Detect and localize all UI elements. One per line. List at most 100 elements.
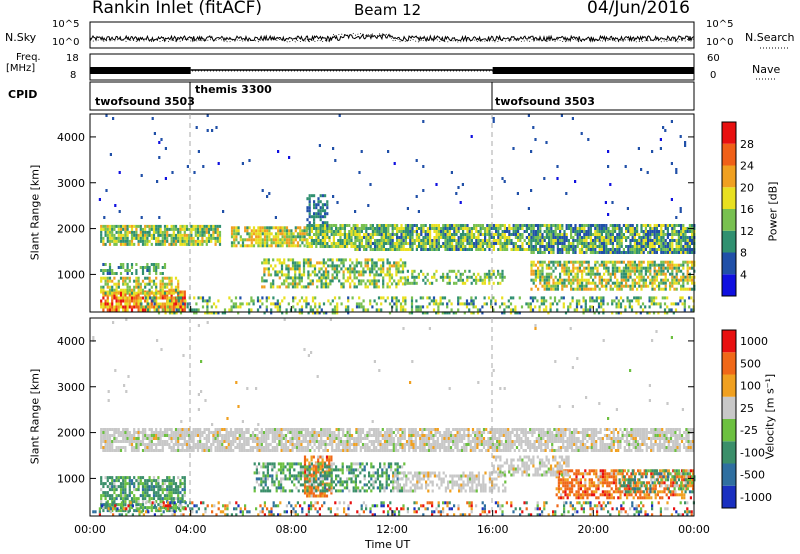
power-cell-b8: [644, 248, 647, 251]
nave-tick-top: 60: [707, 53, 720, 64]
power-cell-b7: [499, 233, 502, 236]
power-cell-b11: [677, 269, 680, 273]
power-cell-b4: [233, 241, 236, 245]
power-cell-b11: [548, 260, 551, 264]
power-cell-b12: [503, 311, 506, 315]
velocity-cell-b0: [104, 443, 107, 446]
power-cell-b7: [462, 248, 465, 251]
power-cell-b7: [468, 248, 471, 251]
velocity-cell-b0: [375, 446, 378, 449]
power-cell-b11: [682, 266, 685, 270]
velocity-cell-b0: [392, 431, 395, 434]
power-cell-b11: [609, 284, 612, 288]
power-cell-b9: [364, 285, 367, 289]
power-cell-b8: [581, 248, 584, 251]
power-cell-b9: [294, 285, 297, 289]
power-cell-b8: [570, 242, 573, 245]
power-cell-b5: [317, 227, 320, 230]
power-cell-b12: [395, 302, 398, 306]
power-cell-b8: [675, 251, 678, 254]
power-cell-b10: [422, 272, 425, 276]
power-cell-b0: [108, 233, 112, 237]
power-cell-b3: [146, 263, 149, 266]
power-cell-b13: [109, 153, 112, 156]
velocity-cell-b0: [152, 431, 156, 434]
velocity-cell-b0: [199, 431, 202, 434]
velocity-cell-b0: [221, 440, 224, 443]
power-cell-b9: [335, 276, 339, 280]
power-cell-b11: [550, 266, 553, 270]
power-cell-b7: [525, 248, 528, 251]
power-cell-b9: [320, 273, 323, 277]
power-cell-b10: [492, 272, 495, 276]
power-cell-b7: [374, 227, 377, 230]
power-cell-b12: [435, 302, 438, 306]
power-cell-b7: [420, 239, 423, 242]
power-cell-b8: [618, 236, 621, 239]
power-cell-b4: [290, 241, 293, 245]
power-cell-b7: [369, 242, 372, 245]
power-cell-b7: [495, 239, 498, 242]
velocity-cell-b0: [183, 440, 186, 443]
power-cell-b4: [230, 241, 234, 245]
power-cell-b7: [431, 248, 434, 251]
velocity-cell-b0: [163, 434, 167, 437]
power-cell-b3: [115, 272, 118, 275]
power-cell-b4: [303, 238, 306, 242]
power-cell-b8: [651, 227, 654, 230]
power-cell-b8: [636, 224, 639, 227]
power-cell-b0: [210, 239, 213, 243]
power-cell-b7: [378, 230, 381, 233]
power-cell-b7: [514, 248, 517, 251]
velocity-cell-b0: [322, 443, 325, 446]
power-cell-b9: [298, 267, 301, 271]
power-cell-b0: [161, 236, 164, 240]
velocity-cell-b0: [273, 449, 277, 452]
power-cell-b12: [564, 311, 568, 315]
power-cell-b1: [135, 305, 138, 309]
velocity-cell-b0: [346, 434, 349, 437]
velocity-cell-b0: [133, 446, 136, 449]
velocity-cell-b0: [203, 437, 206, 440]
power-cell-b7: [510, 239, 513, 242]
power-cell-b12: [465, 305, 469, 309]
power-cell-b12: [230, 299, 233, 303]
power-cell-b3: [111, 272, 114, 275]
power-cell-b7: [429, 236, 432, 239]
power-cell-b7: [488, 242, 491, 245]
power-cell-b9: [388, 264, 391, 268]
power-cell-b13: [103, 216, 106, 219]
power-cell-b3: [102, 272, 105, 275]
power-cell-b9: [362, 273, 365, 277]
power-cell-b8: [534, 233, 537, 236]
power-cell-b3: [102, 269, 105, 272]
power-cell-b7: [415, 236, 418, 239]
velocity-cell-b0: [108, 434, 112, 437]
power-cell-b7: [455, 239, 458, 242]
velocity-cell-b0: [348, 428, 351, 431]
power-cell-b12: [384, 299, 387, 303]
power-cell-b0: [166, 233, 169, 237]
velocity-cell-b0: [223, 434, 226, 437]
velocity-cell-b0: [225, 428, 228, 431]
power-cell-b0: [111, 227, 114, 231]
velocity-cell-b0: [100, 431, 103, 434]
power-cell-b8: [534, 242, 537, 245]
power-cell-b12: [562, 305, 565, 309]
power-cell-b1: [108, 302, 112, 306]
power-cell-b11: [671, 263, 674, 267]
power-cell-b8: [664, 251, 667, 254]
power-cell-b0: [183, 242, 186, 246]
power-cell-b13: [670, 120, 673, 123]
power-cell-b12: [318, 311, 321, 315]
power-cell-b8: [548, 230, 551, 233]
power-cell-b12: [250, 308, 253, 312]
power-cell-b11: [631, 284, 634, 288]
power-cell-b9: [311, 264, 314, 268]
power-cell-b9: [305, 285, 308, 289]
power-cell-b13: [459, 201, 462, 204]
velocity-cell-b0: [368, 431, 371, 434]
power-cell-b8: [567, 239, 570, 242]
power-cell-b9: [265, 267, 268, 271]
power-cell-b1: [161, 293, 164, 297]
